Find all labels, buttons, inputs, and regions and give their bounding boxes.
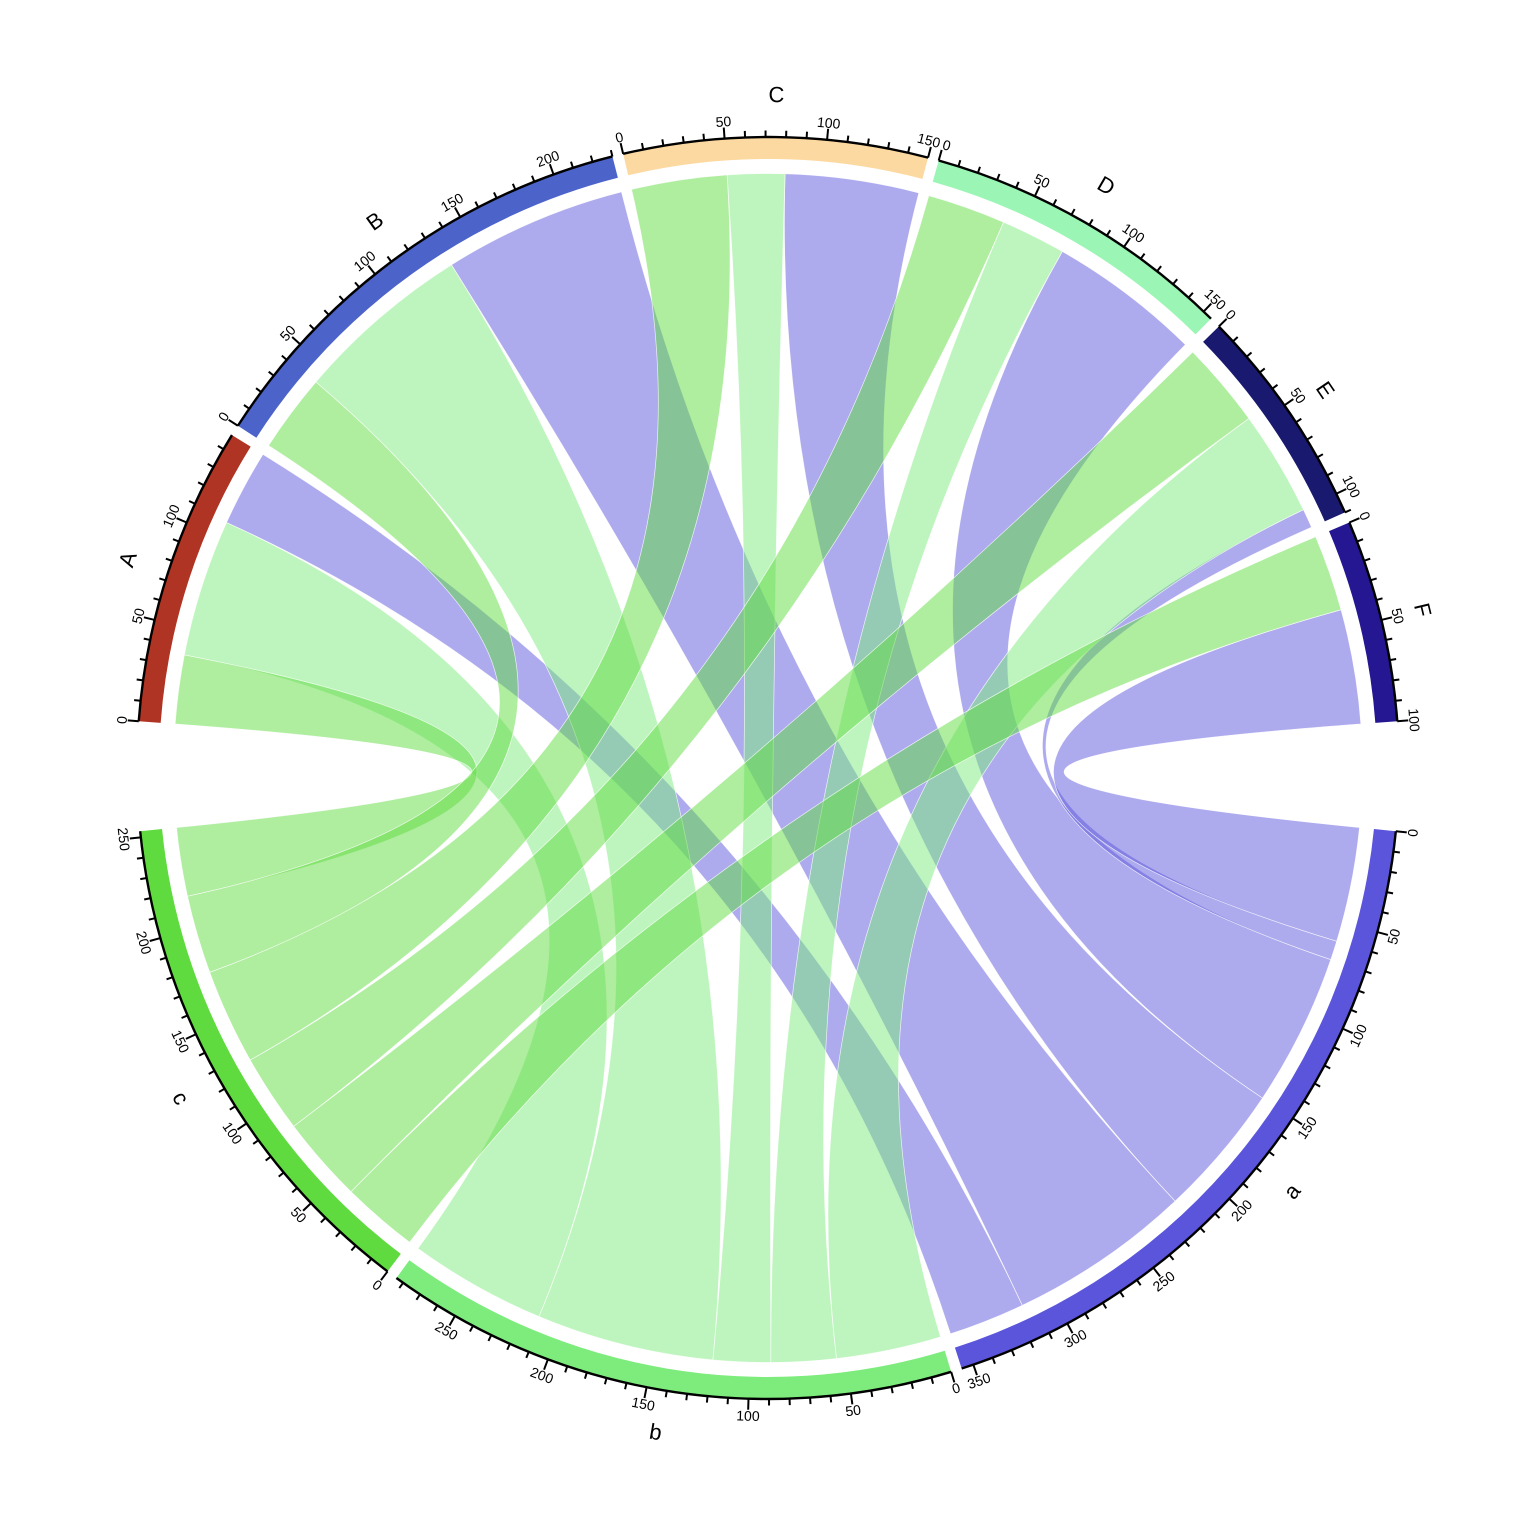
svg-text:C: C xyxy=(768,82,784,107)
svg-text:150: 150 xyxy=(630,1394,656,1414)
svg-text:200: 200 xyxy=(133,929,155,956)
svg-text:350: 350 xyxy=(965,1369,992,1392)
svg-text:50: 50 xyxy=(1384,927,1404,946)
svg-text:100: 100 xyxy=(736,1407,760,1424)
svg-text:0: 0 xyxy=(114,715,131,724)
svg-text:0: 0 xyxy=(614,129,625,146)
svg-text:50: 50 xyxy=(128,606,147,625)
svg-text:100: 100 xyxy=(816,114,841,132)
svg-text:200: 200 xyxy=(528,1364,556,1387)
svg-text:50: 50 xyxy=(715,113,732,130)
svg-text:250: 250 xyxy=(115,827,133,852)
svg-text:b: b xyxy=(648,1419,664,1446)
svg-text:150: 150 xyxy=(916,130,943,151)
svg-text:F: F xyxy=(1409,600,1436,619)
svg-text:50: 50 xyxy=(1032,170,1053,191)
svg-text:50: 50 xyxy=(844,1401,862,1419)
svg-text:50: 50 xyxy=(1388,606,1407,625)
svg-text:0: 0 xyxy=(1404,828,1421,838)
svg-text:100: 100 xyxy=(1405,708,1423,733)
svg-text:200: 200 xyxy=(534,147,562,170)
